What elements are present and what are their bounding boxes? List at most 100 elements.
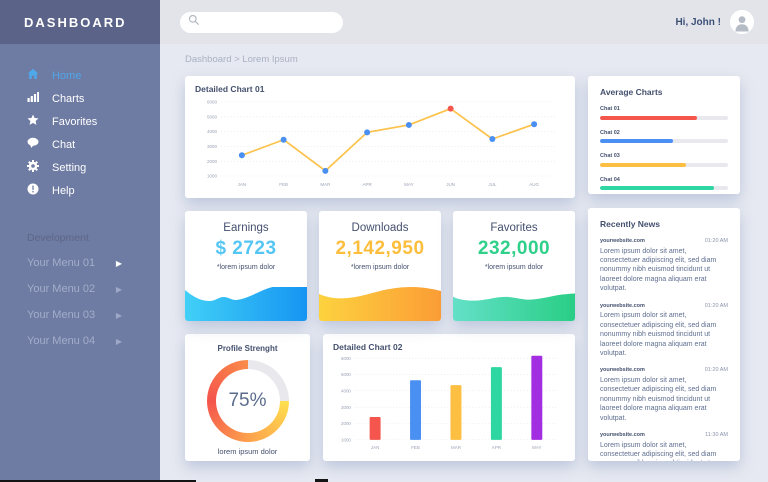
detailed-chart-02-svg: 1000 2000 3000 4000 5000 6000 JAN FEB MAR APR MAY xyxy=(341,355,558,450)
chat-icon xyxy=(27,137,39,152)
news-source: yourwebsite.com xyxy=(600,367,645,374)
svg-text:FEB: FEB xyxy=(279,182,288,187)
sidebar-item-label: Charts xyxy=(52,92,85,105)
news-item: yourwebsite.com 01:20 AM Lorem ipsum dol… xyxy=(600,367,728,423)
average-bar-fill xyxy=(600,162,686,167)
gear-icon xyxy=(27,160,39,175)
sidebar-section-label: Development xyxy=(27,232,89,244)
stat-caption: *lorem ipsum dolor xyxy=(216,264,276,271)
news-time: 01:20 AM xyxy=(704,238,728,244)
sidebar-item-setting[interactable]: Setting xyxy=(0,156,160,179)
svg-text:2000: 2000 xyxy=(341,421,351,426)
stat-value: 2,142,950 xyxy=(335,238,425,259)
svg-text:2000: 2000 xyxy=(207,159,218,164)
stat-value: $ 2723 xyxy=(215,238,277,259)
svg-text:1000: 1000 xyxy=(207,174,218,179)
detailed-chart-02-card: Detailed Chart 02 1000 2000 3000 4000 5000 60… xyxy=(323,334,575,461)
news-text: Lorem ipsum dolor sit amet, consectetuer… xyxy=(600,312,717,357)
bottom-row: Profile Strenght 75% lorem ipsum dolor D… xyxy=(185,334,575,461)
stat-title: Favorites xyxy=(490,222,538,234)
sidebar-item-your-menu-04[interactable]: Your Menu 04 ▶ xyxy=(0,328,160,354)
svg-text:MAY: MAY xyxy=(404,182,413,187)
news-item: yourwebsite.com 01:20 AM Lorem ipsum dol… xyxy=(600,303,728,359)
svg-text:3000: 3000 xyxy=(207,144,218,149)
svg-text:AUG: AUG xyxy=(529,182,539,187)
donut-percentage: 75% xyxy=(228,390,267,411)
svg-text:6000: 6000 xyxy=(207,100,218,105)
sidebar-item-home[interactable]: Home xyxy=(0,64,160,87)
earnings-card: Earnings $ 2723 *lorem ipsum dolor xyxy=(185,211,307,321)
sidebar-item-label: Help xyxy=(52,184,75,197)
news-text: Lorem ipsum dolor sit amet, consectetuer… xyxy=(600,441,717,461)
average-bar-row: Chat 03 xyxy=(600,153,728,167)
sidebar-item-label: Home xyxy=(52,69,82,82)
news-text: Lorem ipsum dolor sit amet, consectetuer… xyxy=(600,247,717,293)
dev-item-label: Your Menu 04 xyxy=(27,335,96,347)
sidebar-item-your-menu-01[interactable]: Your Menu 01 ▶ xyxy=(0,250,160,276)
sidebar-item-label: Favorites xyxy=(52,115,98,128)
dev-item-label: Your Menu 03 xyxy=(27,309,96,321)
sidebar-item-favorites[interactable]: Favorites xyxy=(0,110,160,133)
chevron-right-icon: ▶ xyxy=(115,336,122,346)
user-icon xyxy=(730,10,754,34)
screen-edge-artifact xyxy=(315,479,328,482)
news-time: 01:20 AM xyxy=(704,302,728,309)
search-input[interactable] xyxy=(205,17,325,27)
news-time: 11:30 AM xyxy=(705,432,728,439)
average-charts-card: Average Charts Chat 01 Chat 02 xyxy=(588,76,740,194)
news-item: yourwebsite.com 01:20 AM Lorem ipsum dol… xyxy=(600,238,728,294)
stat-value: 232,000 xyxy=(477,238,551,259)
screen-edge-artifact xyxy=(0,480,196,482)
average-bar-track xyxy=(600,139,728,143)
svg-text:FEB: FEB xyxy=(411,445,420,450)
sidebar-item-help[interactable]: Help xyxy=(0,179,160,202)
panel-title: Average Charts xyxy=(600,87,663,97)
news-text: Lorem ipsum dolor sit amet, consectetuer… xyxy=(600,376,717,422)
svg-text:JUL: JUL xyxy=(488,182,496,187)
detailed-chart-01-card: Detailed Chart 01 1000 2000 3000 4000 5000 60… xyxy=(185,76,575,198)
help-icon xyxy=(27,183,39,198)
detailed-chart-01-svg: 1000 2000 3000 4000 5000 6000 JAN FEB MAR APR MAY J… xyxy=(207,100,555,187)
svg-text:MAR: MAR xyxy=(320,182,331,187)
sidebar-dev-menu: Your Menu 01 ▶ Your Menu 02 ▶ Your Menu … xyxy=(0,250,160,354)
stat-title: Earnings xyxy=(223,222,269,234)
average-bar-row: Chat 01 xyxy=(600,106,728,120)
svg-text:5000: 5000 xyxy=(341,372,351,377)
svg-text:1000: 1000 xyxy=(341,437,351,442)
svg-text:6000: 6000 xyxy=(341,356,351,361)
recently-news-card: Recently News yourwebsite.com 01:20 AM L… xyxy=(588,208,740,461)
home-icon xyxy=(27,68,39,83)
svg-text:JAN: JAN xyxy=(371,445,379,450)
sidebar-item-chat[interactable]: Chat xyxy=(0,133,160,156)
svg-text:5000: 5000 xyxy=(207,114,218,119)
svg-text:JAN: JAN xyxy=(238,182,247,187)
chevron-right-icon: ▶ xyxy=(115,258,122,268)
average-bar-fill xyxy=(600,139,673,143)
svg-text:3000: 3000 xyxy=(341,405,351,410)
avatar[interactable] xyxy=(730,10,754,34)
chart-title: Detailed Chart 01 xyxy=(195,84,265,94)
progress-label: Chat 02 xyxy=(600,129,620,136)
area-sparkline xyxy=(185,287,307,321)
average-bar-track xyxy=(600,186,728,190)
star-icon xyxy=(27,114,39,129)
average-bar-fill xyxy=(600,186,714,190)
average-bar-track xyxy=(600,162,728,167)
area-sparkline xyxy=(319,287,441,321)
sidebar-item-your-menu-03[interactable]: Your Menu 03 ▶ xyxy=(0,302,160,328)
search-bar[interactable] xyxy=(180,11,343,33)
sidebar-item-your-menu-02[interactable]: Your Menu 02 ▶ xyxy=(0,276,160,302)
stats-row: Earnings $ 2723 *lorem ipsum dolor Downl… xyxy=(185,211,575,321)
sidebar-item-charts[interactable]: Charts xyxy=(0,87,160,110)
news-item: yourwebsite.com 11:30 AM Lorem ipsum dol… xyxy=(600,432,728,461)
svg-text:4000: 4000 xyxy=(341,388,351,393)
stat-caption: *lorem ipsum dolor xyxy=(350,264,410,271)
news-source: yourwebsite.com xyxy=(600,432,645,439)
profile-strength-card: Profile Strenght 75% lorem ipsum dolor xyxy=(185,334,310,461)
progress-label: Chat 03 xyxy=(600,153,620,159)
sidebar: DASHBOARD Home Charts Favorites xyxy=(0,0,160,482)
chevron-right-icon: ▶ xyxy=(115,284,122,294)
average-bar-track xyxy=(600,115,728,120)
average-bar-fill xyxy=(600,115,698,120)
